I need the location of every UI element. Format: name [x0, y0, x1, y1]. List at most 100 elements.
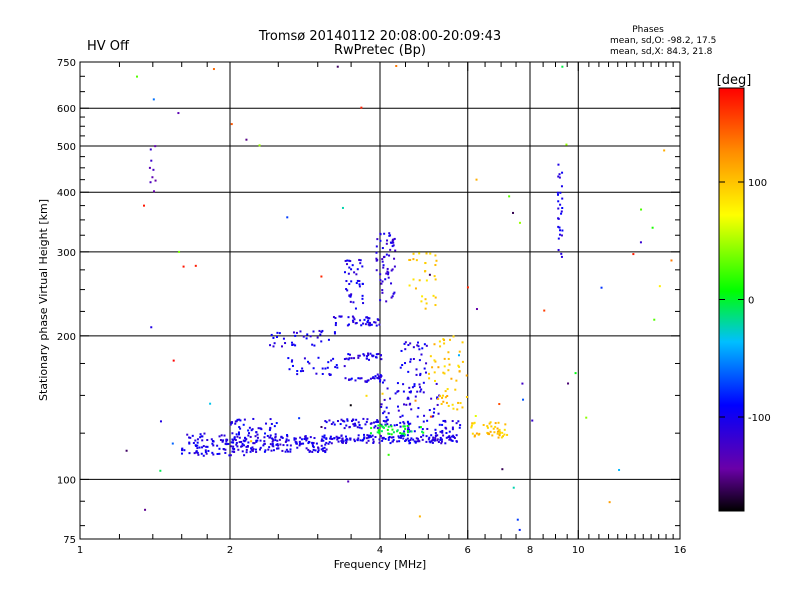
echo-point — [302, 442, 305, 445]
echo-point — [444, 442, 447, 445]
echo-point — [408, 284, 411, 287]
echo-point — [289, 450, 292, 453]
echo-point — [270, 422, 273, 425]
echo-point — [358, 285, 361, 288]
echo-point — [376, 373, 379, 376]
echo-point — [375, 420, 378, 423]
echo-point — [392, 292, 395, 295]
echo-point — [522, 398, 525, 401]
echo-point — [233, 450, 236, 453]
echo-point — [321, 329, 324, 332]
echo-point — [399, 421, 402, 424]
echo-point — [567, 382, 570, 385]
echo-point — [212, 440, 215, 443]
echo-point — [275, 422, 278, 425]
echo-point — [436, 439, 439, 442]
y-tick-label: 500 — [57, 142, 76, 153]
echo-point — [498, 429, 501, 432]
echo-point — [376, 427, 379, 430]
echo-point — [350, 268, 353, 271]
echo-point — [377, 352, 380, 355]
echo-point — [263, 436, 266, 439]
echo-point — [385, 242, 388, 245]
echo-point — [381, 260, 384, 263]
echo-point — [448, 363, 451, 366]
echo-point — [346, 438, 349, 441]
echo-point — [383, 379, 386, 382]
echo-point — [201, 435, 204, 438]
echo-point — [290, 341, 293, 344]
echo-point — [396, 382, 399, 385]
echo-point — [296, 446, 299, 449]
echo-point — [369, 352, 372, 355]
echo-point — [320, 439, 323, 442]
echo-point — [373, 377, 376, 380]
echo-point — [418, 383, 421, 386]
echo-point — [255, 451, 258, 454]
echo-point — [317, 447, 320, 450]
echo-point — [356, 426, 359, 429]
echo-point — [305, 438, 308, 441]
echo-point — [188, 442, 191, 445]
echo-point — [415, 259, 418, 262]
echo-point — [294, 440, 297, 443]
echo-point — [497, 436, 500, 439]
echo-point — [448, 438, 451, 441]
echo-point — [420, 353, 423, 356]
echo-point — [294, 344, 297, 347]
echo-point — [321, 435, 324, 438]
echo-point — [383, 232, 386, 235]
echo-point — [407, 422, 410, 425]
echo-point — [424, 298, 427, 301]
echo-point — [285, 448, 288, 451]
echo-point — [305, 337, 308, 340]
echo-point — [437, 412, 440, 415]
echo-point — [457, 354, 460, 357]
echo-point — [221, 440, 224, 443]
echo-point — [422, 431, 425, 434]
echo-point — [269, 344, 272, 347]
echo-point — [445, 401, 448, 404]
echo-point — [331, 437, 334, 440]
echo-point — [376, 258, 379, 261]
echo-point — [399, 432, 402, 435]
echo-point — [585, 416, 588, 419]
echo-point — [391, 268, 394, 271]
echo-point — [390, 436, 393, 439]
echo-point — [391, 428, 394, 431]
echo-point — [386, 239, 389, 242]
echo-point — [457, 401, 460, 404]
echo-point — [371, 355, 374, 358]
echo-point — [281, 449, 284, 452]
echo-point — [441, 429, 444, 432]
echo-point — [443, 339, 446, 342]
echo-point — [224, 442, 227, 445]
echo-point — [350, 420, 353, 423]
echo-point — [263, 440, 266, 443]
chart-title: Tromsø 20140112 20:08:00-20:09:43 — [258, 29, 501, 44]
echo-point — [249, 450, 252, 453]
echo-point — [296, 370, 299, 373]
echo-point — [561, 65, 564, 68]
echo-point — [385, 300, 388, 303]
echo-point — [420, 388, 423, 391]
echo-point — [470, 426, 473, 429]
echo-point — [258, 144, 261, 147]
echo-point — [428, 377, 431, 380]
echo-point — [362, 353, 365, 356]
echo-point — [234, 420, 237, 423]
echo-point — [398, 440, 401, 443]
echo-point — [345, 424, 348, 427]
echo-point — [320, 444, 323, 447]
echo-point — [210, 438, 213, 441]
echo-point — [424, 307, 427, 310]
echo-point — [224, 448, 227, 451]
echo-point — [496, 432, 499, 435]
echo-point — [379, 278, 382, 281]
echo-point — [375, 245, 378, 248]
echo-point — [379, 373, 382, 376]
echo-point — [361, 282, 364, 285]
echo-point — [378, 432, 381, 435]
echo-point — [405, 439, 408, 442]
echo-point — [343, 365, 346, 368]
